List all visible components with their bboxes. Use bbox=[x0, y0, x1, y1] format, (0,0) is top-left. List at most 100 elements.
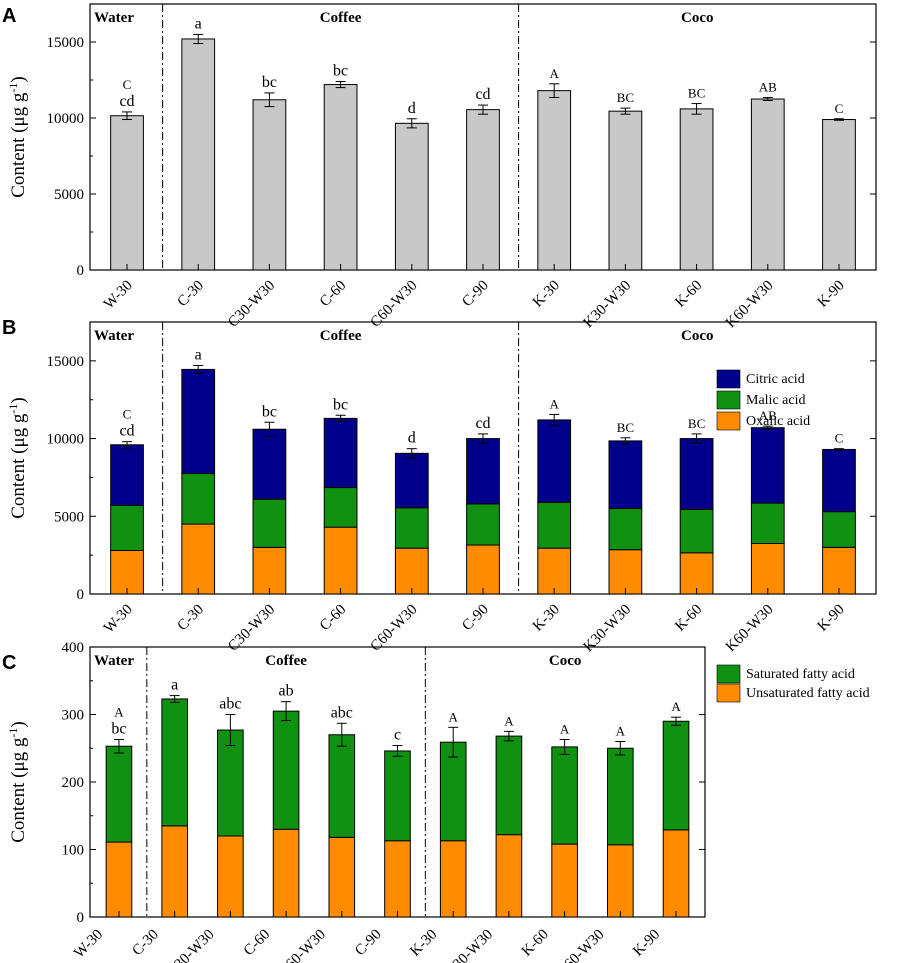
significance-letter-uppercase: A bbox=[671, 699, 681, 714]
significance-letter-lowercase: bc bbox=[262, 403, 277, 420]
group-label: Coco bbox=[681, 328, 714, 344]
y-tick-label: 0 bbox=[77, 587, 85, 603]
significance-letter-uppercase: A bbox=[550, 66, 560, 81]
bar bbox=[537, 90, 572, 271]
x-category-label: C-30 bbox=[175, 602, 208, 635]
x-category-label: C-60 bbox=[317, 602, 350, 635]
bar-segment bbox=[537, 547, 572, 595]
significance-letter-lowercase: a bbox=[195, 347, 202, 364]
significance-letter-lowercase: cd bbox=[475, 86, 490, 103]
y-tick-label: 200 bbox=[62, 775, 85, 791]
y-axis-label-main: Content (μg g bbox=[8, 737, 29, 843]
bar bbox=[181, 38, 216, 271]
bar-segment bbox=[822, 511, 856, 548]
chart-panel-c: C 0 100 200 300 400 Content (μg g-1) Water Coffe… bbox=[2, 640, 870, 963]
x-category-label: C30-W30 bbox=[164, 927, 217, 963]
y-axis-label-main: Content (μg g bbox=[8, 92, 29, 198]
bar bbox=[750, 98, 785, 271]
group-label: Coffee bbox=[265, 653, 307, 669]
group-label: Coco bbox=[549, 653, 582, 669]
bar-segment bbox=[181, 368, 216, 475]
x-category-label: K60-W30 bbox=[554, 927, 608, 963]
y-axis-label-sup: -1 bbox=[6, 83, 20, 93]
bar-segment bbox=[328, 734, 356, 838]
bar-segment bbox=[272, 710, 300, 830]
x-category-label: W-30 bbox=[101, 278, 136, 313]
x-category-label: C30-W30 bbox=[225, 278, 278, 331]
group-label: Coffee bbox=[320, 10, 362, 26]
bar-segment bbox=[495, 735, 523, 836]
significance-letter-uppercase: C bbox=[123, 77, 132, 92]
significance-letter-uppercase: AB bbox=[759, 408, 777, 423]
y-tick-label: 100 bbox=[62, 843, 85, 859]
bar-segment bbox=[181, 523, 216, 595]
y-tick-label: 0 bbox=[77, 263, 85, 279]
legend-label: Oxalic acid bbox=[746, 414, 810, 429]
bar-segment bbox=[607, 844, 634, 918]
bar-segment bbox=[662, 720, 690, 831]
significance-letter-uppercase: A bbox=[114, 704, 124, 719]
bar-segment bbox=[161, 698, 188, 827]
bar-segment bbox=[822, 546, 856, 595]
bar-segment bbox=[328, 836, 356, 918]
significance-letter-lowercase: cd bbox=[475, 415, 490, 432]
legend-label: Citric acid bbox=[746, 372, 805, 387]
x-category-label: W-30 bbox=[71, 927, 106, 962]
x-category-label: C-90 bbox=[459, 602, 492, 635]
bar bbox=[394, 122, 429, 271]
x-category-label: K60-W30 bbox=[723, 602, 777, 656]
legend-swatch bbox=[716, 411, 741, 431]
chart-panel-a: A 0 5000 10000 15000 Content (μg g-1) Water Cof… bbox=[2, 3, 877, 332]
x-category-label: K-90 bbox=[815, 602, 848, 635]
significance-letter-lowercase: d bbox=[408, 100, 416, 117]
y-axis-label-sup: -1 bbox=[6, 404, 20, 414]
chart-panel-b: B 0 5000 10000 15000 Content (μg g-1) Water Cof… bbox=[2, 317, 877, 656]
x-category-label: K-30 bbox=[530, 602, 563, 635]
y-axis-label: Content (μg g-1) bbox=[6, 397, 29, 519]
significance-letter-uppercase: BC bbox=[617, 90, 634, 105]
bar-segment bbox=[750, 502, 785, 544]
bar bbox=[252, 99, 287, 271]
bar-segment bbox=[217, 729, 244, 837]
y-tick-label: 5000 bbox=[54, 509, 84, 525]
x-category-label: K60-W30 bbox=[723, 278, 777, 332]
bar-segment bbox=[394, 507, 429, 549]
bar-segment bbox=[679, 552, 714, 595]
significance-letter-uppercase: A bbox=[616, 724, 626, 739]
bar-segment bbox=[466, 503, 500, 546]
bar-segment bbox=[110, 504, 144, 551]
bar-segment bbox=[537, 501, 572, 549]
significance-letter-uppercase: C bbox=[123, 407, 132, 422]
x-category-label: C-90 bbox=[352, 927, 385, 960]
bar-segment bbox=[384, 840, 411, 918]
significance-letter-lowercase: a bbox=[195, 15, 202, 32]
legend-label: Malic acid bbox=[746, 393, 805, 408]
bar bbox=[466, 109, 500, 271]
group-label: Coco bbox=[681, 10, 714, 26]
x-category-label: K30-W30 bbox=[580, 278, 634, 332]
bar-segment bbox=[110, 444, 144, 506]
bar-segment bbox=[272, 828, 300, 918]
x-category-label: K-30 bbox=[530, 278, 563, 311]
group-label: Water bbox=[94, 10, 134, 26]
significance-letter-uppercase: BC bbox=[688, 416, 705, 431]
legend-label: Saturated fatty acid bbox=[746, 667, 855, 682]
x-category-label: K30-W30 bbox=[442, 927, 496, 963]
legend-swatch bbox=[716, 369, 741, 389]
y-tick-label: 5000 bbox=[54, 187, 84, 203]
significance-letter-lowercase: cd bbox=[119, 93, 134, 110]
bar-segment bbox=[323, 487, 358, 528]
legend-swatch bbox=[716, 390, 741, 410]
bar-segment bbox=[822, 448, 856, 513]
x-category-label: C-30 bbox=[175, 278, 208, 311]
y-tick-label: 0 bbox=[77, 910, 85, 926]
significance-letter-lowercase: bc bbox=[333, 63, 348, 80]
group-label: Coffee bbox=[320, 328, 362, 344]
bar-segment bbox=[217, 835, 244, 918]
x-category-label: K-30 bbox=[407, 927, 440, 960]
bar-segment bbox=[466, 544, 500, 595]
significance-letter-lowercase: bc bbox=[111, 720, 126, 737]
bar bbox=[323, 84, 358, 271]
legend-swatch bbox=[716, 664, 741, 684]
